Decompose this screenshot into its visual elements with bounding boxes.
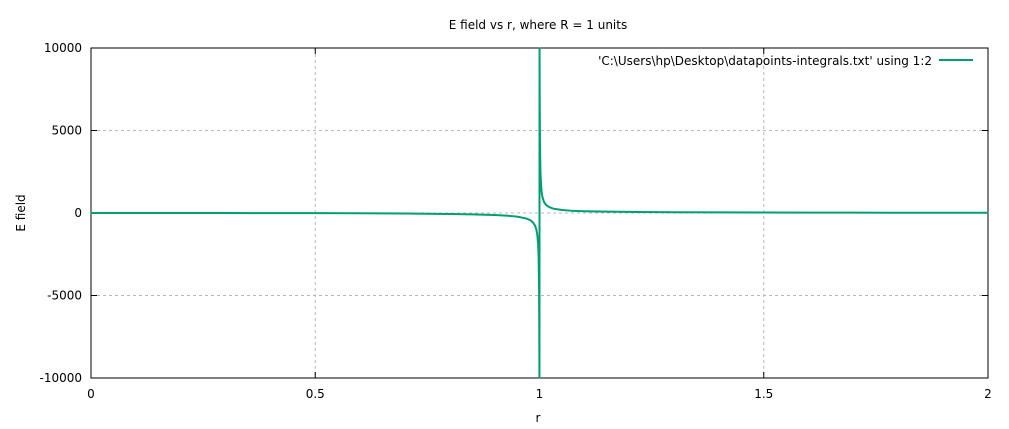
data-point [536,233,538,236]
data-point [538,63,541,66]
data-point [570,210,572,212]
data-point [538,286,540,288]
data-point [471,213,473,215]
data-point [494,214,496,216]
x-tick-label: 1.5 [754,387,773,401]
data-point [516,216,518,218]
x-axis-label: r [536,411,541,425]
data-point [269,212,271,214]
data-point [535,228,537,231]
data-point [532,221,534,223]
data-point [545,204,547,206]
y-tick-label: -10000 [39,371,82,385]
data-point [808,212,810,214]
data-point [539,139,541,141]
data-point [561,209,563,211]
data-point [538,256,540,259]
legend-label: 'C:\Users\hp\Desktop\datapoints-integral… [598,54,932,68]
y-axis-label: E field [14,194,28,231]
data-point [897,212,899,214]
series-group [90,47,989,379]
x-tick-label: 0 [87,387,95,401]
data-point [673,211,675,213]
data-point [718,211,720,213]
data-point [852,212,855,214]
data-point [606,211,608,213]
data-point [534,224,536,227]
y-tick-label: 10000 [44,41,82,55]
data-point [763,211,765,214]
data-point [525,217,527,220]
data-point [90,212,92,214]
series-line-0 [91,48,988,378]
data-point [359,212,361,214]
data-point [135,212,137,214]
chart-title: E field vs r, where R = 1 units [449,18,627,32]
data-point [540,181,542,183]
tick-labels: 0 0.5 1 1.5 2 -10000 -5000 0 5000 10000 [39,41,991,401]
x-tick-label: 1 [536,387,544,401]
x-tick-label: 2 [984,387,992,401]
data-point [538,369,541,371]
data-point [449,213,451,215]
y-tick-label: 5000 [51,124,82,138]
data-point [942,212,944,214]
data-point [538,377,541,379]
y-tick-label: -5000 [47,289,82,303]
y-tick-label: 0 [74,206,82,220]
data-point [180,212,182,214]
data-point [314,212,316,214]
data-point [543,201,545,203]
data-point [539,169,542,171]
data-point [539,100,541,102]
data-point [541,192,543,194]
data-point [547,206,550,208]
data-point [583,210,585,212]
data-point [542,197,544,199]
legend: 'C:\Users\hp\Desktop\datapoints-integral… [598,54,973,68]
data-point [507,215,509,217]
data-point [552,207,554,210]
data-point [537,243,539,245]
data-point [538,327,540,330]
data-point [529,219,532,221]
data-point [987,212,989,214]
data-point [538,47,541,49]
data-point [224,212,227,214]
data-point [426,213,428,215]
data-point [628,211,630,213]
data-point [404,212,406,215]
x-tick-label: 0.5 [306,387,325,401]
